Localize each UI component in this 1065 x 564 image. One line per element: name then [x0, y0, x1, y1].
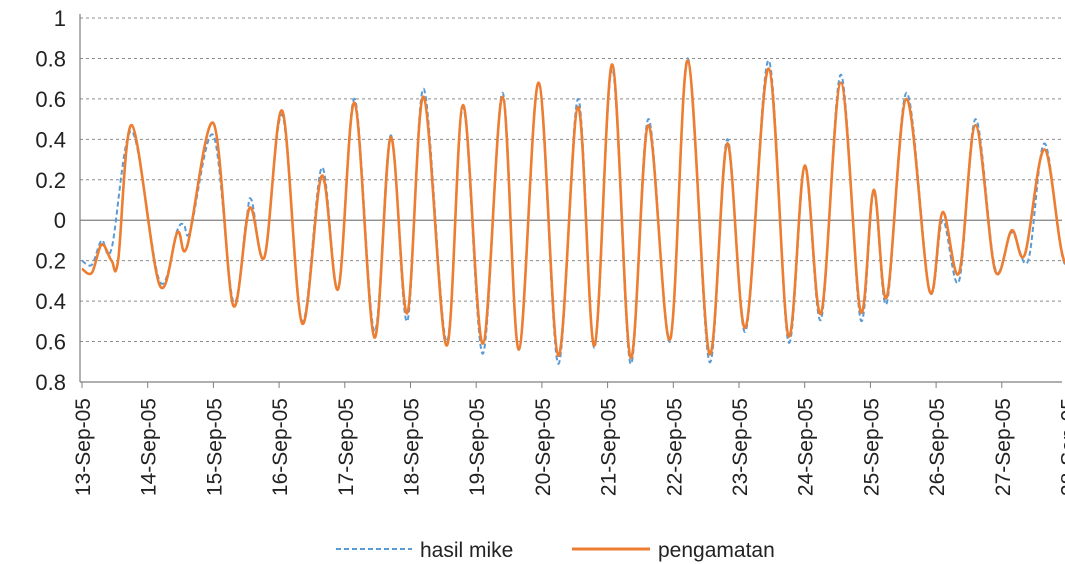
y-axis-tick-labels: 1 0.8 0.6 0.4 0.2 0 0.2 0.4 0.6 0.8	[35, 6, 66, 395]
x-tick-label: 17-Sep-05	[335, 398, 358, 496]
x-tick-label: 26-Sep-05	[926, 398, 949, 496]
x-tick-label: 14-Sep-05	[138, 398, 161, 496]
y-tick-label: 0.6	[35, 330, 66, 355]
y-tick-label: 0.8	[35, 46, 66, 71]
y-tick-label: 1	[54, 6, 66, 31]
x-tick-label: 28-Sep-05	[1058, 398, 1065, 496]
legend-label: pengamatan	[658, 539, 775, 562]
x-tick-label: 13-Sep-05	[72, 398, 95, 496]
series-line-pengamatan	[81, 59, 1065, 360]
x-axis-tick-labels: 13-Sep-05 14-Sep-05 15-Sep-05 16-Sep-05 17-S…	[72, 398, 1065, 496]
y-tick-label: 0.8	[35, 370, 66, 395]
y-tick-label: 0.2	[35, 168, 66, 193]
y-tick-label: 0	[54, 208, 66, 233]
gridlines	[80, 17, 1062, 343]
x-tick-label: 27-Sep-05	[992, 398, 1015, 496]
x-tick-label: 16-Sep-05	[269, 398, 292, 496]
legend: hasil mike pengamatan	[336, 539, 775, 562]
x-tick-label: 15-Sep-05	[203, 398, 226, 496]
y-tick-label: 0.4	[35, 289, 66, 314]
x-tick-label: 23-Sep-05	[729, 398, 752, 496]
x-tick-label: 18-Sep-05	[401, 398, 424, 496]
axes	[79, 14, 1062, 388]
y-tick-label: 0.6	[35, 87, 66, 112]
series-line-hasil-mike	[81, 57, 1065, 365]
x-tick-label: 21-Sep-05	[598, 398, 621, 496]
series-lines	[81, 57, 1065, 365]
x-tick-label: 20-Sep-05	[532, 398, 555, 496]
y-tick-label: 0.4	[35, 127, 66, 152]
y-tick-label: 0.2	[35, 249, 66, 274]
x-tick-label: 19-Sep-05	[466, 398, 489, 496]
legend-label: hasil mike	[420, 539, 513, 562]
x-tick-label: 24-Sep-05	[795, 398, 818, 496]
x-tick-label: 22-Sep-05	[663, 398, 686, 496]
x-tick-label: 25-Sep-05	[860, 398, 883, 496]
